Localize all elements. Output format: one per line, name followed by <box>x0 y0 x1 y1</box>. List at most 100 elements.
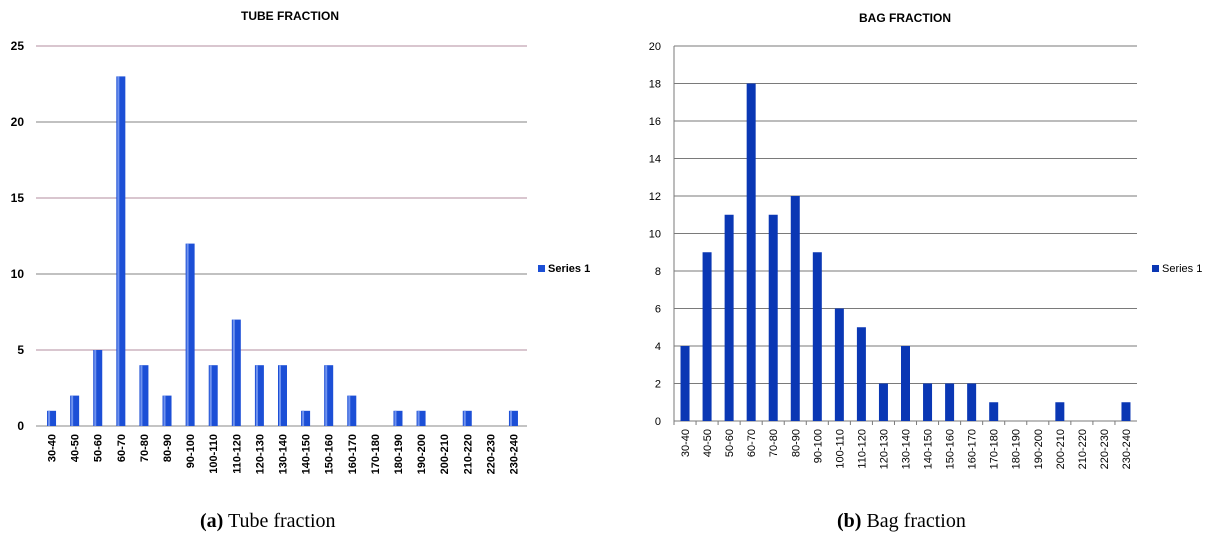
bag-caption-text: Bag fraction <box>861 510 966 532</box>
bag-x-tick-label: 160-170 <box>967 429 979 469</box>
tube-fraction-panel: TUBE FRACTION 0 5 10 15 20 25 30-40 40-50 50-60 60… <box>11 9 591 533</box>
tube-bar-highlight <box>140 365 143 426</box>
tube-y-tick-label: 5 <box>17 343 24 357</box>
bag-x-tick-label: 140-150 <box>923 429 935 469</box>
tube-x-tick-label: 190-200 <box>416 434 428 474</box>
tube-x-tick-label: 230-240 <box>508 434 520 474</box>
bag-bar <box>1121 402 1131 421</box>
bag-x-tick-label: 220-230 <box>1099 429 1111 469</box>
bag-x-tick-label: 110-120 <box>856 429 868 469</box>
bag-bar <box>878 383 888 421</box>
bag-y-tick-label: 12 <box>649 191 661 203</box>
tube-bar <box>324 365 334 426</box>
tube-legend-swatch <box>538 265 545 272</box>
tube-bar-highlight <box>232 319 235 426</box>
bag-x-tick-label: 210-220 <box>1077 429 1089 469</box>
bag-bar <box>834 308 844 421</box>
tube-bar <box>301 410 311 426</box>
bag-y-tick-label: 18 <box>649 79 661 91</box>
tube-x-tick-label: 100-110 <box>208 434 220 474</box>
tube-x-tick-label: 140-150 <box>301 434 313 474</box>
tube-bar <box>416 410 426 426</box>
bag-bar <box>923 383 933 421</box>
tube-x-tick-label: 30-40 <box>47 434 59 462</box>
tube-x-tick-label: 70-80 <box>139 434 151 462</box>
tube-legend-label: Series 1 <box>548 263 590 275</box>
tube-x-tick-label: 210-220 <box>462 434 474 474</box>
bag-x-tick-label: 200-210 <box>1055 429 1067 469</box>
bag-y-tick-label: 14 <box>649 154 661 166</box>
tube-bar <box>347 395 357 426</box>
tube-bar-highlight <box>509 410 512 426</box>
tube-y-tick-label: 20 <box>11 115 25 129</box>
tube-chart-title: TUBE FRACTION <box>241 9 339 23</box>
tube-bar-highlight <box>463 410 466 426</box>
tube-bar <box>47 410 57 426</box>
bag-bar <box>724 214 734 421</box>
bag-bar <box>702 252 712 421</box>
bag-x-tick-label: 30-40 <box>680 429 692 457</box>
tube-y-tick-label: 15 <box>11 191 25 205</box>
bag-chart-title: BAG FRACTION <box>859 11 951 25</box>
bag-x-tick-label: 60-70 <box>746 429 758 457</box>
tube-x-tick-label: 150-160 <box>324 434 336 474</box>
tube-bar-highlight <box>186 243 189 426</box>
tube-y-tick-label: 0 <box>17 419 24 433</box>
tube-bar <box>278 365 287 426</box>
tube-x-tick-label: 90-100 <box>185 434 197 468</box>
tube-x-tick-label: 130-140 <box>278 434 290 474</box>
bag-bar <box>967 383 977 421</box>
tube-caption-text: Tube fraction <box>223 510 336 532</box>
tube-bar-highlight <box>94 350 97 426</box>
tube-bar-highlight <box>348 395 351 426</box>
bag-bar <box>945 383 955 421</box>
tube-bar-highlight <box>209 365 212 426</box>
bag-y-tick-label: 8 <box>655 266 661 278</box>
tube-bar <box>393 410 403 426</box>
tube-caption: (a) Tube fraction <box>200 510 336 533</box>
bag-bar <box>901 346 910 421</box>
bag-x-tick-label: 50-60 <box>724 429 736 457</box>
bag-x-tick-label: 180-190 <box>1011 429 1023 469</box>
bag-legend-label: Series 1 <box>1162 263 1202 275</box>
bag-y-tick-label: 4 <box>655 341 661 353</box>
bag-y-tick-label: 6 <box>655 304 661 316</box>
bag-bar <box>812 252 822 421</box>
bag-y-tick-label: 20 <box>649 41 661 53</box>
tube-x-tick-label: 40-50 <box>70 434 82 462</box>
tube-bar-highlight <box>255 365 258 426</box>
tube-bar-highlight <box>71 395 74 426</box>
bag-x-tick-label: 130-140 <box>901 429 913 469</box>
tube-bar <box>508 410 518 426</box>
bag-fraction-panel: BAG FRACTION 0 2 4 6 8 10 12 14 16 18 20 30-40 40-50 5… <box>607 0 1214 540</box>
tube-x-tick-label: 160-170 <box>347 434 359 474</box>
bag-bar <box>989 402 999 421</box>
tube-bar-highlight <box>279 365 281 426</box>
tube-bar <box>231 319 241 426</box>
tube-bar <box>254 365 264 426</box>
tube-bar <box>208 365 218 426</box>
tube-bar-highlight <box>417 410 420 426</box>
bag-x-tick-label: 90-100 <box>812 429 824 463</box>
bag-y-tick-label: 16 <box>649 116 661 128</box>
bag-bar <box>856 327 866 421</box>
bag-x-tick-label: 120-130 <box>878 429 890 469</box>
tube-x-tick-label: 50-60 <box>93 434 105 462</box>
bag-x-tick-label: 230-240 <box>1121 429 1133 469</box>
tube-bar-highlight <box>325 365 328 426</box>
tube-bar <box>162 395 172 426</box>
tube-fraction-chart: TUBE FRACTION 0 5 10 15 20 25 30-40 40-50 50-60 60… <box>11 9 591 474</box>
tube-x-tick-label: 60-70 <box>116 434 128 462</box>
bag-bar <box>790 196 800 421</box>
tube-y-tick-label: 25 <box>11 39 25 53</box>
tube-bar <box>185 243 195 426</box>
tube-y-tick-label: 10 <box>11 267 25 281</box>
bag-x-tick-label: 170-180 <box>989 429 1001 469</box>
tube-bar-highlight <box>163 395 166 426</box>
bag-x-tick-label: 70-80 <box>768 429 780 457</box>
bag-x-tick-label: 190-200 <box>1033 429 1045 469</box>
bag-x-tick-label: 100-110 <box>834 429 846 469</box>
tube-caption-label: (a) <box>200 510 224 532</box>
tube-bar-highlight <box>117 76 120 427</box>
bag-bar <box>746 83 756 421</box>
